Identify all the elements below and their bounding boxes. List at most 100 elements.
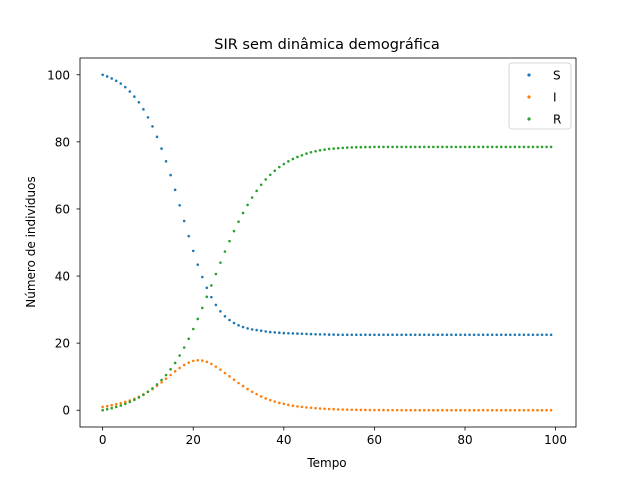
data-point-I — [187, 361, 191, 364]
y-tick-label: 40 — [55, 270, 70, 284]
data-point-I — [409, 408, 412, 412]
data-point-S — [540, 333, 544, 337]
data-point-R — [255, 189, 258, 193]
data-point-R — [278, 165, 281, 169]
data-point-I — [413, 408, 417, 412]
data-point-S — [490, 333, 494, 337]
data-point-R — [164, 373, 168, 377]
data-point-S — [364, 333, 367, 337]
data-point-I — [178, 366, 181, 370]
data-point-S — [223, 315, 227, 318]
data-point-R — [246, 203, 249, 207]
legend-marker-S — [527, 73, 531, 77]
data-point-S — [305, 332, 308, 336]
data-point-I — [119, 401, 123, 405]
data-point-R — [182, 346, 186, 349]
series-layer — [101, 73, 553, 412]
data-point-S — [314, 332, 317, 336]
data-point-R — [341, 146, 345, 150]
data-point-S — [205, 286, 209, 290]
legend: SIR — [508, 62, 572, 130]
data-point-I — [513, 408, 517, 412]
data-point-R — [445, 145, 449, 149]
data-point-S — [468, 333, 471, 337]
data-point-R — [518, 145, 521, 149]
data-point-R — [386, 145, 390, 149]
data-point-S — [531, 333, 535, 337]
data-point-I — [454, 408, 458, 412]
series-I — [101, 358, 553, 412]
data-point-R — [142, 393, 145, 397]
data-point-R — [228, 239, 231, 243]
data-point-I — [232, 378, 236, 382]
data-point-I — [291, 404, 295, 407]
data-point-S — [146, 116, 150, 119]
data-point-R — [418, 145, 422, 149]
data-point-I — [264, 397, 268, 400]
data-point-R — [287, 160, 290, 163]
data-point-S — [472, 333, 476, 337]
data-point-R — [472, 145, 476, 149]
data-point-S — [273, 331, 277, 334]
data-point-S — [395, 333, 399, 337]
data-point-I — [382, 408, 385, 412]
data-point-I — [468, 408, 471, 412]
data-point-I — [522, 408, 526, 412]
data-point-R — [499, 145, 503, 149]
data-point-R — [309, 150, 313, 154]
data-point-I — [309, 406, 313, 410]
data-point-I — [327, 407, 331, 411]
data-point-S — [404, 333, 408, 337]
data-point-R — [232, 229, 236, 233]
data-point-R — [151, 387, 154, 390]
data-point-I — [114, 402, 118, 406]
data-point-I — [282, 402, 286, 406]
data-point-S — [323, 333, 326, 336]
data-point-R — [241, 211, 245, 215]
data-point-R — [409, 145, 412, 149]
data-point-R — [364, 145, 367, 149]
data-point-R — [123, 402, 127, 406]
data-point-S — [445, 333, 449, 337]
data-point-S — [499, 333, 503, 337]
data-point-S — [536, 333, 539, 337]
data-point-S — [178, 203, 181, 207]
data-point-R — [323, 148, 326, 151]
data-point-I — [477, 408, 480, 412]
data-point-I — [300, 405, 304, 409]
y-tick-label: 80 — [55, 135, 70, 149]
data-point-S — [432, 333, 435, 337]
data-point-R — [219, 261, 222, 264]
data-point-S — [123, 85, 127, 89]
data-point-S — [527, 333, 530, 337]
data-point-R — [296, 155, 299, 159]
data-point-I — [441, 408, 444, 412]
data-point-I — [278, 401, 281, 405]
data-point-R — [450, 145, 453, 149]
data-point-S — [119, 82, 123, 85]
data-point-I — [110, 403, 114, 407]
data-point-S — [477, 333, 480, 337]
data-point-I — [314, 406, 317, 410]
data-point-R — [332, 147, 335, 150]
data-point-I — [549, 408, 553, 412]
data-point-S — [169, 173, 172, 177]
data-point-I — [169, 373, 172, 377]
data-point-I — [432, 408, 435, 412]
data-point-S — [182, 219, 186, 223]
data-point-I — [490, 408, 494, 412]
data-point-R — [513, 145, 517, 149]
data-point-S — [300, 332, 304, 336]
data-point-I — [101, 405, 104, 409]
data-point-I — [123, 400, 127, 404]
data-point-R — [355, 145, 358, 149]
data-point-S — [427, 333, 431, 337]
data-point-R — [336, 146, 340, 150]
series-R — [101, 145, 553, 412]
data-point-R — [373, 145, 376, 149]
data-point-I — [391, 408, 394, 412]
data-point-R — [549, 145, 553, 149]
data-point-I — [255, 392, 258, 396]
data-point-S — [545, 333, 548, 337]
